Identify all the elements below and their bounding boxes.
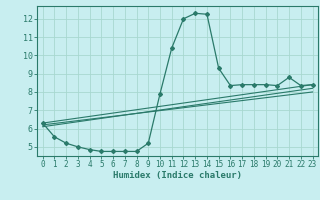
X-axis label: Humidex (Indice chaleur): Humidex (Indice chaleur) [113,171,242,180]
